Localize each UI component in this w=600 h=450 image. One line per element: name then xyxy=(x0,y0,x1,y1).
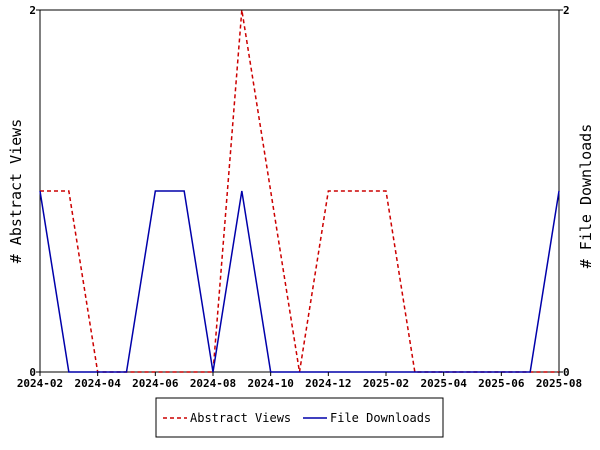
tick-layer: 2024-02 2024-04 2024-06 2024-08 2024-10 2024-… xyxy=(17,4,582,390)
right-axis-title: # File Downloads xyxy=(577,124,595,269)
legend-label-file-downloads: File Downloads xyxy=(330,411,431,425)
x-tick-label: 2025-02 xyxy=(363,377,409,390)
y-tick-label-left: 0 xyxy=(29,366,36,379)
series-layer xyxy=(39,9,560,373)
left-axis-title: # Abstract Views xyxy=(7,119,25,264)
legend-box xyxy=(155,397,444,438)
x-tick-label: 2025-04 xyxy=(420,377,467,390)
y-tick-label-right: 2 xyxy=(563,4,570,17)
x-tick-label: 2024-08 xyxy=(190,377,236,390)
x-tick-label: 2025-06 xyxy=(478,377,525,390)
x-tick-label: 2024-02 xyxy=(17,377,63,390)
x-tick-label: 2024-12 xyxy=(305,377,351,390)
y-tick-label-left: 2 xyxy=(29,4,36,17)
y-tick-label-right: 0 xyxy=(563,366,570,379)
x-tick-label: 2024-06 xyxy=(132,377,179,390)
x-tick-label: 2024-10 xyxy=(247,377,293,390)
x-tick-label: 2025-08 xyxy=(536,377,582,390)
x-tick-label: 2024-04 xyxy=(74,377,121,390)
plot-area xyxy=(39,9,560,373)
legend: Abstract Views File Downloads xyxy=(155,397,444,438)
series-line-file-downloads xyxy=(39,190,560,373)
legend-label-abstract-views: Abstract Views xyxy=(190,411,291,425)
